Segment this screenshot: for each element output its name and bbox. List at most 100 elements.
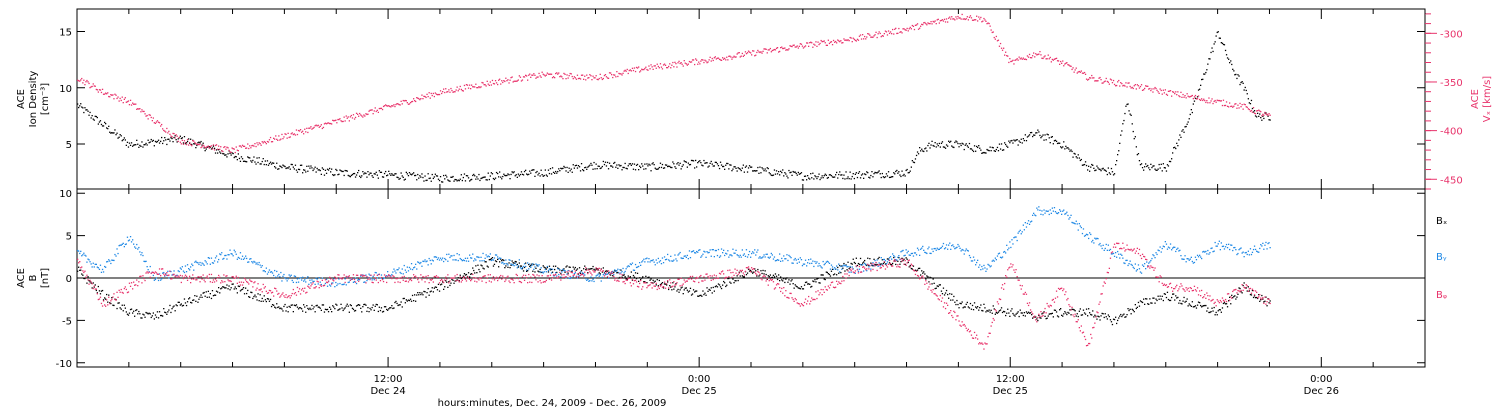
data-point bbox=[1159, 88, 1161, 90]
data-point bbox=[953, 146, 955, 149]
data-point bbox=[172, 274, 174, 276]
data-point bbox=[873, 173, 875, 175]
data-point bbox=[417, 173, 419, 176]
data-point bbox=[951, 16, 953, 18]
data-point bbox=[385, 306, 387, 308]
data-point bbox=[211, 290, 214, 292]
data-point bbox=[632, 269, 635, 271]
data-point bbox=[269, 271, 272, 273]
data-point bbox=[945, 18, 948, 20]
data-point bbox=[487, 172, 489, 174]
data-point bbox=[330, 171, 332, 173]
data-point bbox=[934, 287, 936, 290]
data-point bbox=[350, 277, 352, 279]
y-tick-label: 15 bbox=[59, 28, 72, 39]
data-point bbox=[838, 272, 840, 274]
data-point bbox=[354, 309, 357, 312]
data-point bbox=[1074, 69, 1076, 71]
data-point bbox=[1079, 159, 1081, 162]
data-point bbox=[947, 145, 949, 147]
data-point bbox=[771, 254, 773, 256]
data-point bbox=[237, 150, 239, 152]
data-point bbox=[560, 75, 562, 77]
data-point bbox=[624, 162, 626, 165]
data-point bbox=[400, 272, 402, 275]
data-point bbox=[1243, 282, 1245, 284]
data-point bbox=[247, 281, 249, 284]
data-point bbox=[1110, 253, 1113, 255]
data-point bbox=[339, 308, 341, 310]
data-point bbox=[246, 161, 248, 163]
data-point bbox=[802, 47, 805, 49]
data-point bbox=[209, 145, 211, 148]
data-point bbox=[335, 168, 337, 171]
data-point bbox=[330, 278, 332, 280]
data-point bbox=[413, 274, 415, 276]
data-point bbox=[994, 257, 996, 259]
data-point bbox=[270, 292, 273, 294]
data-point bbox=[1167, 90, 1170, 92]
data-point bbox=[1244, 104, 1246, 106]
data-point bbox=[879, 263, 881, 265]
data-point bbox=[747, 167, 750, 169]
data-point bbox=[1130, 263, 1132, 266]
data-point bbox=[1253, 245, 1256, 247]
data-point bbox=[154, 140, 157, 143]
data-point bbox=[752, 50, 754, 52]
data-point bbox=[284, 133, 286, 135]
data-point bbox=[339, 282, 341, 285]
data-point bbox=[843, 38, 845, 40]
data-point bbox=[1084, 161, 1087, 163]
data-point bbox=[740, 169, 742, 172]
data-point bbox=[1234, 103, 1236, 105]
data-point bbox=[486, 256, 488, 258]
data-point bbox=[1083, 163, 1086, 166]
data-point bbox=[914, 269, 917, 271]
data-point bbox=[307, 285, 309, 287]
data-point bbox=[1027, 56, 1030, 58]
data-point bbox=[734, 56, 736, 58]
data-point bbox=[487, 255, 489, 257]
data-point bbox=[905, 257, 907, 259]
data-point bbox=[1093, 316, 1095, 318]
data-point bbox=[934, 142, 936, 144]
data-point bbox=[428, 177, 430, 180]
data-point bbox=[691, 59, 694, 61]
data-point bbox=[234, 286, 236, 288]
data-point bbox=[141, 141, 143, 143]
data-point bbox=[810, 41, 812, 43]
data-point bbox=[780, 47, 782, 49]
data-point bbox=[134, 103, 136, 105]
data-point bbox=[391, 105, 393, 107]
data-point bbox=[502, 261, 504, 264]
data-point bbox=[979, 18, 981, 20]
data-point bbox=[652, 68, 654, 70]
data-point bbox=[767, 275, 769, 277]
data-point bbox=[981, 152, 983, 154]
data-point bbox=[592, 265, 594, 268]
data-point bbox=[598, 272, 600, 274]
data-point bbox=[1206, 69, 1208, 71]
data-point bbox=[498, 258, 500, 260]
data-point bbox=[795, 259, 797, 261]
data-point bbox=[1052, 143, 1054, 145]
data-point bbox=[920, 150, 922, 152]
data-point bbox=[220, 254, 222, 256]
data-point bbox=[1178, 139, 1180, 141]
data-point bbox=[399, 177, 401, 180]
data-point bbox=[819, 178, 821, 181]
data-point bbox=[1126, 103, 1128, 106]
data-point bbox=[636, 266, 639, 268]
data-point bbox=[1105, 243, 1107, 246]
data-point bbox=[94, 284, 96, 286]
data-point bbox=[282, 310, 284, 312]
data-point bbox=[562, 268, 564, 270]
data-point bbox=[727, 162, 729, 165]
data-point bbox=[284, 303, 286, 306]
data-point bbox=[112, 132, 114, 134]
data-point bbox=[770, 252, 772, 255]
data-point bbox=[1140, 163, 1143, 165]
data-point bbox=[628, 69, 630, 72]
data-point bbox=[753, 50, 755, 52]
data-point bbox=[879, 173, 881, 175]
